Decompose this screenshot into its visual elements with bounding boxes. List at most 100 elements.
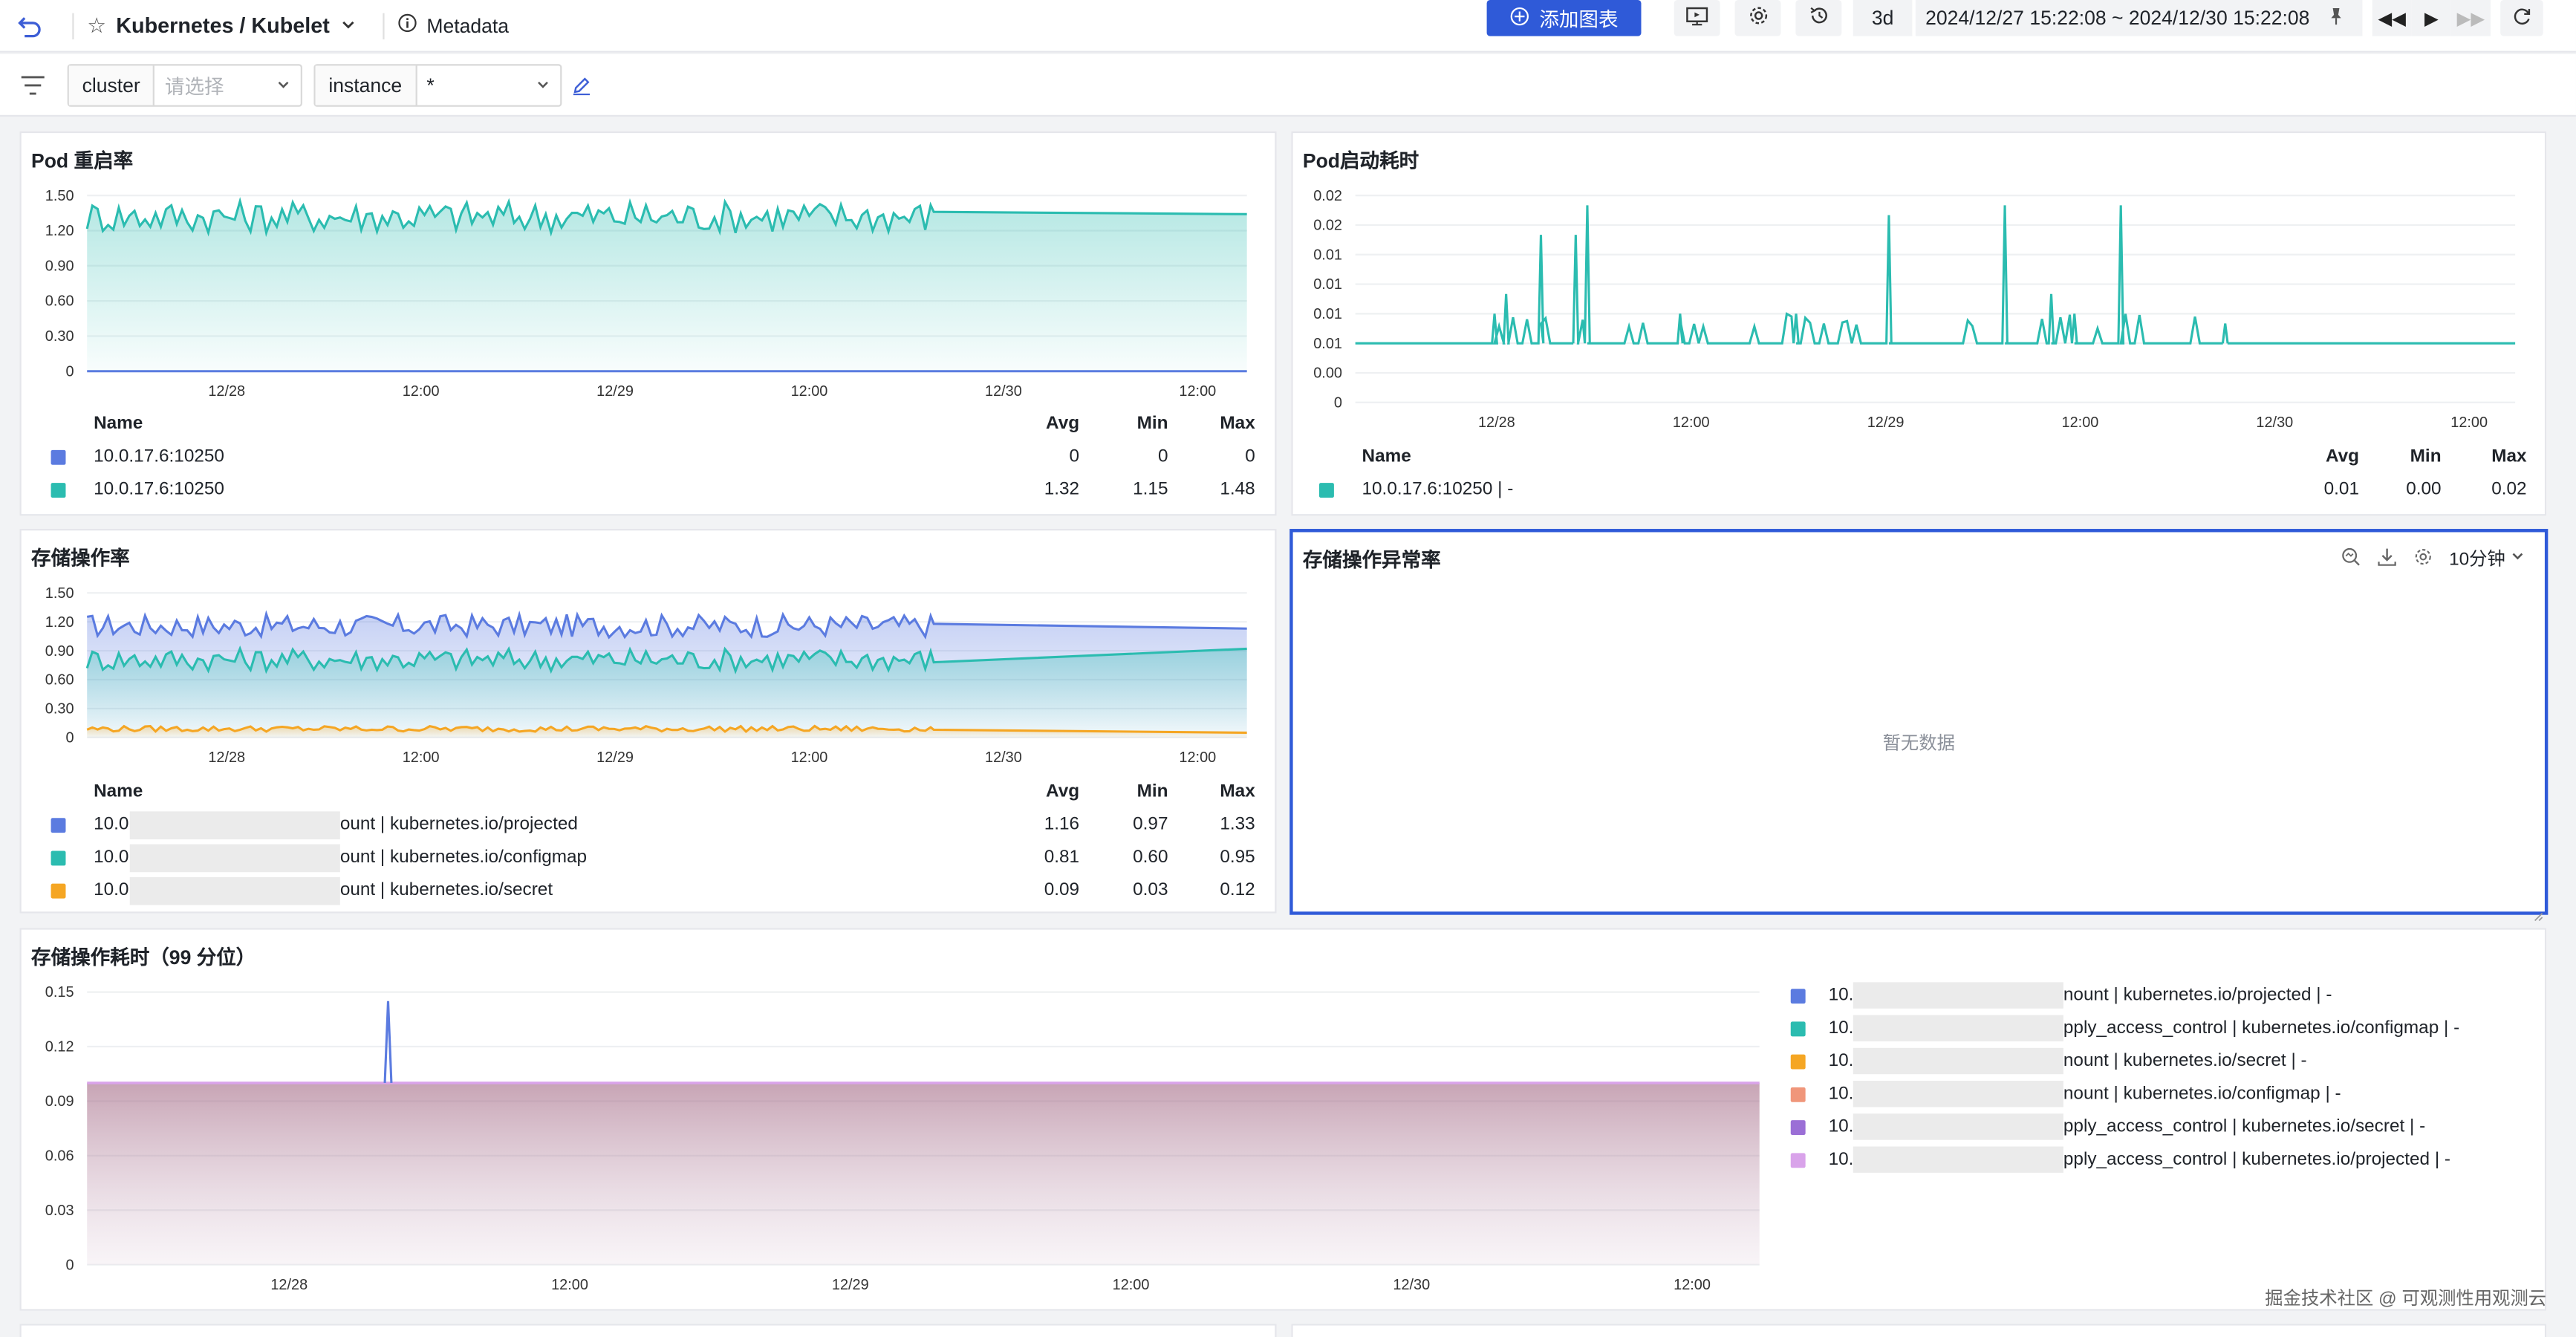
legend-row[interactable]: 10.0 ount | kubernetes.io/configmap 0.81…	[51, 842, 1267, 875]
legend-max: 1.33	[1220, 814, 1255, 835]
back-icon[interactable]	[0, 6, 59, 45]
legend-header-min: Min	[1136, 414, 1168, 434]
add-chart-button[interactable]: 添加图表	[1486, 0, 1642, 36]
legend-row[interactable]: 10.0.17.6:10250 0 0 0	[51, 442, 1267, 475]
y-tick-label: 0.12	[45, 1039, 74, 1055]
y-tick-label: 0.30	[45, 328, 74, 345]
series-color-swatch	[1790, 1054, 1806, 1070]
play-icon: ▶	[2424, 9, 2439, 29]
metadata-link[interactable]: Metadata	[397, 13, 509, 38]
presentation-icon	[1685, 6, 1708, 30]
history-icon	[1808, 5, 1829, 31]
pod-restart-chart[interactable]: 1.50 1.20 0.90 0.60 0.30 0 12/28 12:00 12/29 12:0…	[22, 179, 1278, 399]
plus-circle-icon	[1510, 6, 1530, 30]
x-tick-label: 12/30	[1393, 1277, 1430, 1293]
legend-series-prefix: 10.0	[94, 848, 129, 868]
interval-select[interactable]: 10分钟	[2449, 545, 2525, 571]
filter-icon[interactable]	[20, 74, 46, 104]
legend-series-suffix: nount | kubernetes.io/configmap | -	[2063, 1084, 2341, 1104]
legend-row[interactable]: 10.0 ount | kubernetes.io/projected 1.16…	[51, 810, 1267, 842]
instance-select[interactable]: *	[417, 65, 560, 105]
storage-ops-legend: Name Avg Min Max 10.0 ount | kubernetes.…	[51, 777, 1267, 908]
presentation-button[interactable]	[1674, 0, 1720, 36]
legend-header-max: Max	[1220, 781, 1255, 802]
fast-forward-icon: ▶▶	[2456, 9, 2485, 29]
legend-row[interactable]: 10.0.17.6:10250 1.32 1.15 1.48	[51, 475, 1267, 507]
series-area	[87, 1082, 1760, 1265]
legend-max: 0.02	[2491, 479, 2527, 500]
legend-header: Name Avg Min Max	[1319, 442, 2535, 475]
time-range-quick-select[interactable]: 3d	[1853, 0, 1913, 36]
legend-min: 0.03	[1133, 880, 1168, 900]
legend-min: 1.15	[1133, 479, 1168, 500]
y-tick-label: 0.60	[45, 672, 74, 689]
series-area	[87, 726, 1247, 738]
storage-latency-chart[interactable]: 0.15 0.12 0.09 0.06 0.03 0 12/28 12:00 12/29 12:0…	[22, 976, 1780, 1304]
pin-icon[interactable]	[2326, 7, 2346, 31]
legend-series-prefix: 10.	[1828, 1116, 1854, 1137]
legend-header: Name Avg Min Max	[51, 409, 1267, 442]
time-range-text: 2024/12/27 15:22:08 ~ 2024/12/30 15:22:0…	[1925, 6, 2310, 30]
y-tick-label: 0	[65, 1257, 74, 1273]
series-color-swatch	[1790, 989, 1806, 1004]
legend-series-prefix: 10.	[1828, 1084, 1854, 1104]
storage-errors-panel[interactable]: 存储操作异常率 10分钟 暂无数据	[1289, 529, 2549, 922]
fast-forward-button[interactable]: ▶▶	[2450, 0, 2491, 36]
legend-series-prefix: 10.	[1828, 1149, 1854, 1170]
legend-header-name: Name	[94, 414, 143, 434]
x-tick-label: 12:00	[791, 383, 828, 399]
legend-series-prefix: 10.	[1828, 1051, 1854, 1071]
y-tick-label: 0.01	[1313, 276, 1342, 293]
x-tick-label: 12:00	[791, 749, 828, 766]
resize-handle-icon[interactable]	[2533, 900, 2543, 922]
watermark-text: 掘金技术社区 @ 可观测性用观测云	[2265, 1289, 2547, 1310]
legend-min: 0.00	[2406, 479, 2442, 500]
storage-ops-chart[interactable]: 1.50 1.20 0.90 0.60 0.30 0 12/28 12:00 12/29 12:0…	[22, 576, 1278, 767]
legend-max: 0	[1245, 446, 1255, 467]
cluster-select[interactable]: 请选择	[155, 65, 301, 105]
legend-avg: 1.16	[1044, 814, 1080, 835]
x-tick-label: 12/29	[832, 1277, 869, 1293]
chevron-down-icon	[536, 74, 550, 97]
star-icon[interactable]: ☆	[87, 12, 107, 37]
settings-button[interactable]	[1734, 0, 1781, 36]
gear-icon[interactable]	[2413, 546, 2433, 570]
edit-icon[interactable]	[572, 74, 592, 104]
legend-series-prefix: 10.	[1828, 985, 1854, 1006]
panel-toolbar: 10分钟	[2341, 545, 2525, 571]
series-line	[86, 610, 1247, 640]
refresh-button[interactable]	[2500, 0, 2543, 36]
storage-ops-panel: 存储操作率 1.50 1.20 0.90 0.60 0.30 0 12/28 12:00 12/…	[19, 529, 1278, 914]
legend-avg: 0.01	[2323, 479, 2360, 500]
legend-series-suffix: pply_access_control | kubernetes.io/secr…	[2063, 1116, 2426, 1137]
dashboard-title[interactable]: ☆ Kubernetes / Kubelet	[87, 13, 356, 39]
chevron-down-icon	[2510, 549, 2525, 569]
instance-filter-label: instance	[315, 65, 417, 105]
x-tick-label: 12/30	[985, 383, 1022, 399]
y-tick-label: 1.20	[45, 614, 74, 631]
pod-restart-panel: Pod 重启率 1.50 1.20 0.90 0.60 0.30 0 12/28 12:00 1…	[19, 131, 1278, 516]
rewind-button[interactable]: ◀◀	[2372, 0, 2412, 36]
redacted-mask	[1853, 1081, 2063, 1107]
x-tick-label: 12:00	[1673, 414, 1710, 431]
zoom-search-icon[interactable]	[2341, 546, 2361, 570]
history-button[interactable]	[1795, 0, 1842, 36]
legend-row[interactable]: 10.0.17.6:10250 | - 0.01 0.00 0.02	[1318, 475, 2535, 507]
download-icon[interactable]	[2377, 546, 2397, 570]
y-tick-label: 0	[1334, 394, 1342, 411]
series-line	[383, 1001, 393, 1084]
legend-min: 0	[1157, 446, 1168, 467]
play-button[interactable]: ▶	[2411, 0, 2451, 36]
y-tick-label: 0.30	[45, 701, 74, 718]
cluster-filter: cluster 请选择	[67, 64, 302, 107]
time-range-picker[interactable]: 2024/12/27 15:22:08 ~ 2024/12/30 15:22:0…	[1915, 0, 2363, 36]
redacted-mask	[129, 811, 340, 839]
x-tick-label: 12/29	[596, 383, 634, 399]
x-tick-label: 12:00	[1674, 1277, 1711, 1293]
chevron-down-icon[interactable]	[339, 13, 356, 38]
pod-start-chart[interactable]: 0.02 0.02 0.01 0.01 0.01 0.01 0.00 0 12/28 12:00 1…	[1293, 179, 2549, 432]
series-area	[87, 648, 1247, 738]
panel-title: 存储操作率	[31, 547, 130, 570]
divider	[72, 12, 74, 39]
legend-row[interactable]: 10.0 ount | kubernetes.io/secret 0.09 0.…	[51, 876, 1267, 908]
